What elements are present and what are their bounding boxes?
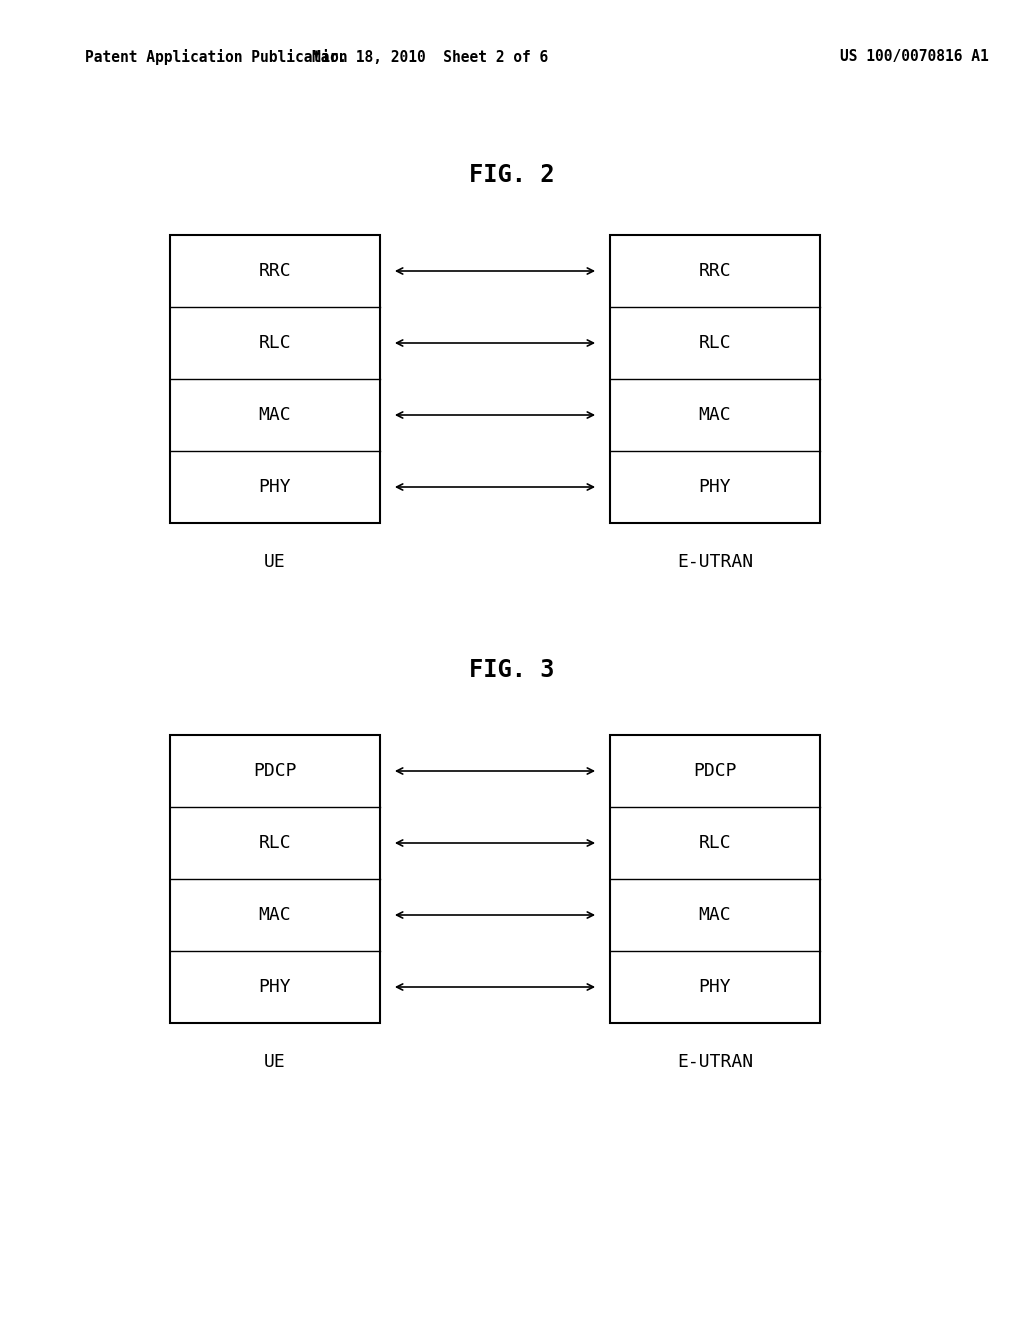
Text: PDCP: PDCP <box>693 762 736 780</box>
Text: MAC: MAC <box>259 407 291 424</box>
Text: Mar. 18, 2010  Sheet 2 of 6: Mar. 18, 2010 Sheet 2 of 6 <box>312 49 548 65</box>
Text: PHY: PHY <box>259 978 291 997</box>
Bar <box>170 235 380 523</box>
Text: RLC: RLC <box>259 834 291 851</box>
Text: PDCP: PDCP <box>253 762 297 780</box>
Bar <box>170 735 380 1023</box>
Text: Patent Application Publication: Patent Application Publication <box>85 49 347 65</box>
Text: FIG. 3: FIG. 3 <box>469 657 555 682</box>
Text: FIG. 2: FIG. 2 <box>469 162 555 187</box>
Text: PHY: PHY <box>698 978 731 997</box>
Text: RRC: RRC <box>698 261 731 280</box>
Text: E-UTRAN: E-UTRAN <box>677 1053 753 1071</box>
Text: RLC: RLC <box>259 334 291 352</box>
Text: E-UTRAN: E-UTRAN <box>677 553 753 572</box>
Bar <box>610 735 820 1023</box>
Text: MAC: MAC <box>259 906 291 924</box>
Text: PHY: PHY <box>698 478 731 496</box>
Bar <box>610 235 820 523</box>
Text: US 100/0070816 A1: US 100/0070816 A1 <box>840 49 989 65</box>
Text: PHY: PHY <box>259 478 291 496</box>
Text: UE: UE <box>264 553 286 572</box>
Text: MAC: MAC <box>698 407 731 424</box>
Text: RLC: RLC <box>698 334 731 352</box>
Text: UE: UE <box>264 1053 286 1071</box>
Text: MAC: MAC <box>698 906 731 924</box>
Text: RRC: RRC <box>259 261 291 280</box>
Text: RLC: RLC <box>698 834 731 851</box>
